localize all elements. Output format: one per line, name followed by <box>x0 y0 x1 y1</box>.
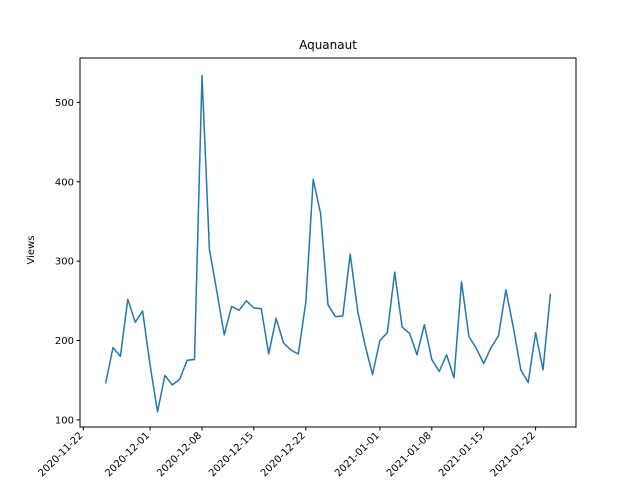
plot-series <box>104 74 552 413</box>
series-line <box>104 74 552 413</box>
y-tick-label: 300 <box>55 257 74 268</box>
y-tick-label: 200 <box>55 336 74 347</box>
y-axis-label: Views <box>26 236 37 265</box>
plot-frame <box>79 57 577 428</box>
y-axis: 100 200 300 400 500 <box>55 98 80 426</box>
y-tick-label: 500 <box>55 98 74 109</box>
y-tick-label: 400 <box>55 177 74 188</box>
y-tick-label: 100 <box>55 415 74 426</box>
chart-title: Aquanaut <box>299 38 357 52</box>
